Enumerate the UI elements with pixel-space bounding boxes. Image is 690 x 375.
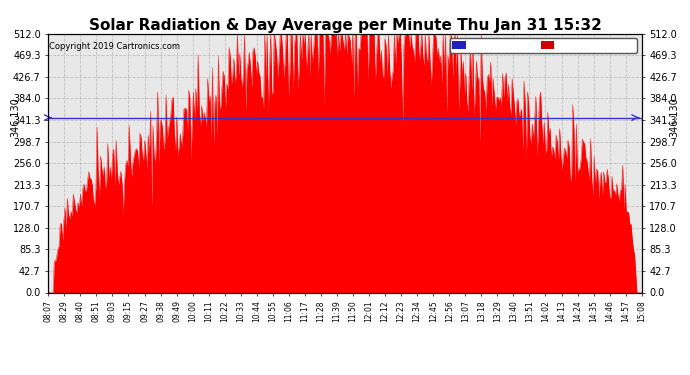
Legend: Median (w/m2), Radiation (w/m2): Median (w/m2), Radiation (w/m2) [450, 38, 637, 53]
Text: 346.130: 346.130 [10, 98, 21, 138]
Text: 346.130: 346.130 [669, 98, 680, 138]
Text: Copyright 2019 Cartronics.com: Copyright 2019 Cartronics.com [50, 42, 181, 51]
Title: Solar Radiation & Day Average per Minute Thu Jan 31 15:32: Solar Radiation & Day Average per Minute… [88, 18, 602, 33]
